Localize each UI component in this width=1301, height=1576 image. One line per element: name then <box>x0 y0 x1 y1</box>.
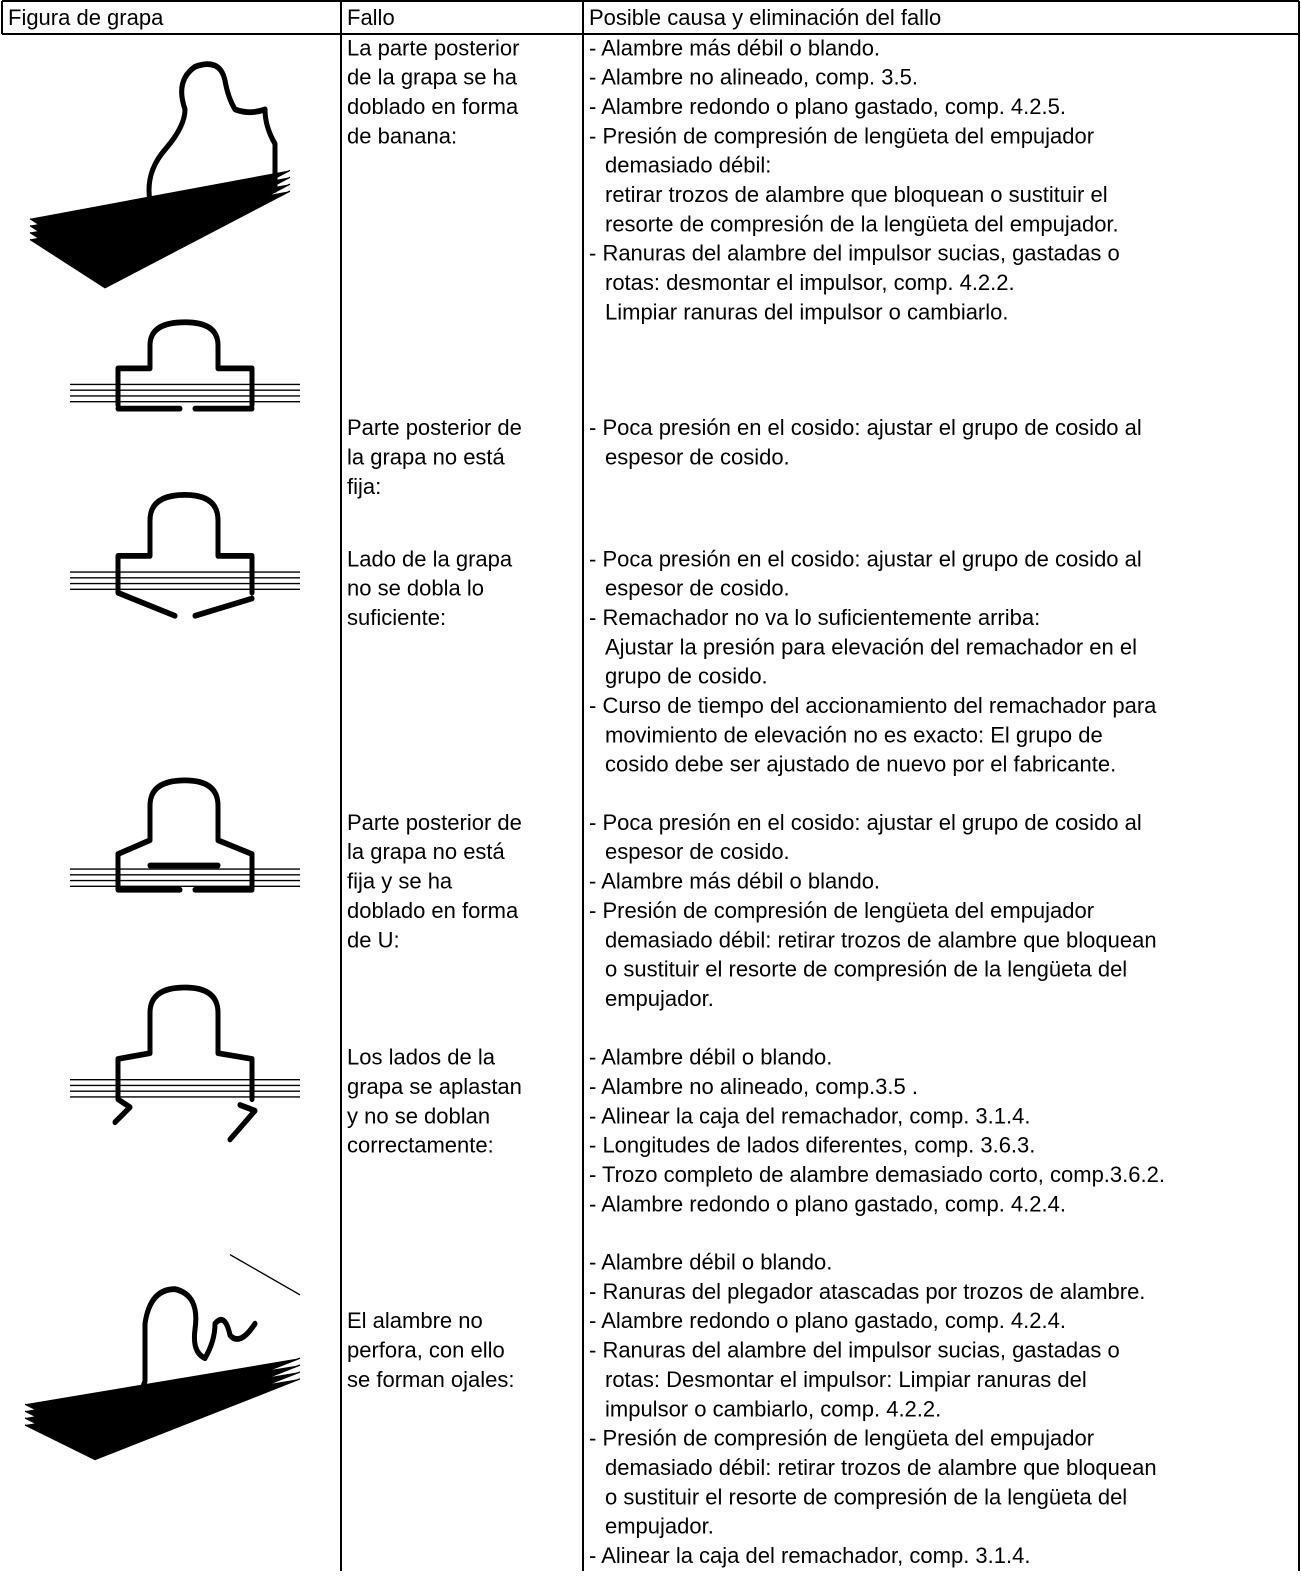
cause-text: - Curso de tiempo del accionamiento del … <box>589 693 1157 718</box>
cause-text: - Alambre no alineado, comp. 3.5. <box>589 65 918 90</box>
cause-text: o sustituir el resorte de compresión de … <box>605 1484 1127 1509</box>
fault-text: de banana: <box>347 123 457 148</box>
cause-text: Ajustar la presión para elevación del re… <box>605 634 1137 659</box>
paper-stack <box>29 169 291 289</box>
staple-figure <box>70 777 300 893</box>
cause-text: - Alinear la caja del remachador, comp. … <box>589 1543 1030 1568</box>
cause-text: - Alambre débil o blando. <box>589 1250 832 1275</box>
cause-text: - Alambre más débil o blando. <box>589 35 880 60</box>
fault-text: fija y se ha <box>347 869 453 894</box>
fault-text: de U: <box>347 927 400 952</box>
fault-text: La parte posterior <box>347 35 519 60</box>
cause-text: demasiado débil: retirar trozos de alamb… <box>605 927 1157 952</box>
cause-text: - Alinear la caja del remachador, comp. … <box>589 1103 1030 1128</box>
paper-stack <box>70 1078 300 1098</box>
header-cell: Posible causa y eliminación del fallo <box>589 5 941 30</box>
cause-text: - Poca presión en el cosido: ajustar el … <box>589 810 1142 835</box>
cause-text: demasiado débil: retirar trozos de alamb… <box>605 1455 1157 1480</box>
cause-text: - Poca presión en el cosido: ajustar el … <box>589 415 1142 440</box>
fault-text: se forman ojales: <box>347 1367 515 1392</box>
fault-text: correctamente: <box>347 1133 494 1158</box>
paper-stack <box>70 868 300 887</box>
staple-wire <box>115 319 255 412</box>
cause-text: - Presión de compresión de lengüeta del … <box>589 123 1094 148</box>
fault-text: fija: <box>347 474 381 499</box>
staple-figure <box>70 492 300 619</box>
staple-figure <box>70 984 300 1143</box>
staple-figure <box>24 1253 301 1461</box>
fault-text: Parte posterior de <box>347 810 522 835</box>
cause-text: - Alambre débil o blando. <box>589 1045 832 1070</box>
cause-text: demasiado débil: <box>605 153 771 178</box>
cause-text: o sustituir el resorte de compresión de … <box>605 957 1127 982</box>
cause-text: - Longitudes de lados diferentes, comp. … <box>589 1133 1035 1158</box>
fault-text: Parte posterior de <box>347 415 522 440</box>
cause-text: - Ranuras del plegador atascadas por tro… <box>589 1279 1145 1304</box>
fault-text: la grapa no está <box>347 839 506 864</box>
staple-figure <box>70 319 300 412</box>
staple-wire <box>146 61 278 257</box>
staple-figure <box>29 61 291 289</box>
cause-text: - Presión de compresión de lengüeta del … <box>589 1426 1094 1451</box>
header-cell: Fallo <box>347 5 395 30</box>
cause-text: - Alambre no alineado, comp.3.5 . <box>589 1074 918 1099</box>
fault-text: de la grapa se ha <box>347 65 518 90</box>
header-cell: Figura de grapa <box>8 5 164 30</box>
cause-text: - Remachador no va lo suficientemente ar… <box>589 605 1040 630</box>
fault-text: no se dobla lo <box>347 576 484 601</box>
staple-wire <box>115 492 255 619</box>
fault-text: Lado de la grapa <box>347 546 513 571</box>
cause-text: - Ranuras del alambre del impulsor sucia… <box>589 1338 1120 1363</box>
paper-stack <box>70 571 300 591</box>
cause-text: - Presión de compresión de lengüeta del … <box>589 898 1094 923</box>
fault-text: doblado en forma <box>347 94 519 119</box>
fault-text: suficiente: <box>347 605 446 630</box>
cause-text: espesor de cosido. <box>605 839 790 864</box>
staple-wire <box>112 984 258 1143</box>
cause-text: movimiento de elevación no es exacto: El… <box>605 722 1103 747</box>
fault-text: doblado en forma <box>347 898 519 923</box>
staple-wire <box>82 1286 258 1429</box>
cause-text: impulsor o cambiarlo, comp. 4.2.2. <box>605 1396 941 1421</box>
paper-stack <box>70 383 300 403</box>
cause-text: rotas: Desmontar el impulsor: Limpiar ra… <box>605 1367 1087 1392</box>
cause-text: - Alambre más débil o blando. <box>589 869 880 894</box>
cause-text: - Trozo completo de alambre demasiado co… <box>589 1162 1165 1187</box>
cause-text: grupo de cosido. <box>605 664 768 689</box>
cause-text: - Ranuras del alambre del impulsor sucia… <box>589 241 1120 266</box>
cause-text: Limpiar ranuras del impulsor o cambiarlo… <box>605 299 1009 324</box>
cause-text: - Alambre redondo o plano gastado, comp.… <box>589 1308 1066 1333</box>
fault-text: Los lados de la <box>347 1045 496 1070</box>
fault-text: grapa se aplastan <box>347 1074 522 1099</box>
staple-wire <box>115 777 255 893</box>
cause-text: - Alambre redondo o plano gastado, comp.… <box>589 94 1066 119</box>
cause-text: resorte de compresión de la lengüeta del… <box>605 211 1119 236</box>
cause-text: empujador. <box>605 986 714 1011</box>
cause-text: espesor de cosido. <box>605 444 790 469</box>
cause-text: rotas: desmontar el impulsor, comp. 4.2.… <box>605 270 1015 295</box>
staple-figures <box>24 61 301 1461</box>
cause-text: espesor de cosido. <box>605 576 790 601</box>
table-text: Figura de grapa Fallo Posible causa y el… <box>8 5 1165 1568</box>
cause-text: - Alambre redondo o plano gastado, comp.… <box>589 1191 1066 1216</box>
fault-text: y no se doblan <box>347 1103 490 1128</box>
cause-text: - Poca presión en el cosido: ajustar el … <box>589 546 1142 571</box>
paper-stack <box>24 1253 301 1461</box>
fault-text: la grapa no está <box>347 444 506 469</box>
cause-text: retirar trozos de alambre que bloquean o… <box>605 182 1108 207</box>
cause-text: cosido debe ser ajustado de nuevo por el… <box>605 752 1116 777</box>
fault-text: El alambre no <box>347 1308 483 1333</box>
fault-text: perfora, con ello <box>347 1338 505 1363</box>
cause-text: empujador. <box>605 1514 714 1539</box>
